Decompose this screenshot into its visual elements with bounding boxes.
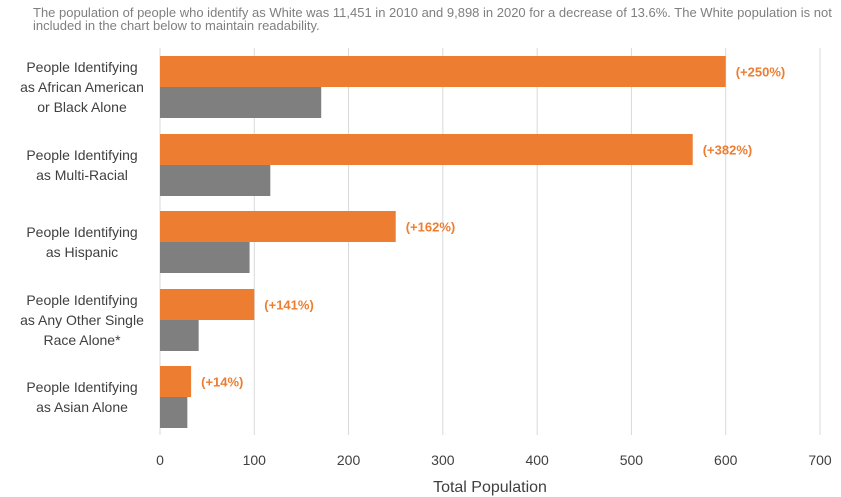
category-label: People Identifying as Any Other Single Rac… xyxy=(20,292,144,348)
x-tick-label: 100 xyxy=(243,452,267,468)
x-tick-label: 0 xyxy=(156,452,164,468)
category-label: People Identifying as African American or … xyxy=(20,59,144,115)
bar-2020 xyxy=(160,56,726,87)
category-label-line: People Identifying xyxy=(26,292,137,308)
category-label-line: Race Alone* xyxy=(43,332,121,348)
bar-2010 xyxy=(160,397,188,428)
category-label: People Identifying as Multi-Racial xyxy=(26,147,137,183)
chart-note: The population of people who identify as… xyxy=(33,5,832,33)
bar-2020 xyxy=(160,134,693,165)
x-axis-title: Total Population xyxy=(433,479,547,496)
x-tick-label: 500 xyxy=(620,452,644,468)
bar-2020 xyxy=(160,366,192,397)
data-label: (+162%) xyxy=(406,220,456,235)
category-label-line: People Identifying xyxy=(26,59,137,75)
category-label: People Identifying as Asian Alone xyxy=(26,379,137,415)
bar-2010 xyxy=(160,165,271,196)
x-tick-label: 600 xyxy=(714,452,738,468)
data-label: (+14%) xyxy=(201,375,243,390)
x-tick-label: 200 xyxy=(337,452,361,468)
category-label-line: or Black Alone xyxy=(37,99,127,115)
bar-2010 xyxy=(160,320,199,351)
bar-2010 xyxy=(160,242,250,273)
category-label: People Identifying as Hispanic xyxy=(26,224,137,260)
data-label: (+141%) xyxy=(264,298,314,313)
data-label: (+250%) xyxy=(736,65,786,80)
bar-2010 xyxy=(160,87,322,118)
category-label-line: People Identifying xyxy=(26,224,137,240)
category-label-line: as African American xyxy=(20,79,144,95)
category-label-line: People Identifying xyxy=(26,147,137,163)
x-tick-label: 300 xyxy=(431,452,455,468)
category-label-line: People Identifying xyxy=(26,379,137,395)
data-label: (+382%) xyxy=(703,143,753,158)
category-label-line: as Multi-Racial xyxy=(36,167,128,183)
x-tick-label: 400 xyxy=(525,452,549,468)
category-label-line: as Hispanic xyxy=(46,244,118,260)
category-label-line: as Any Other Single xyxy=(20,312,144,328)
x-tick-label: 700 xyxy=(808,452,832,468)
bar-2020 xyxy=(160,289,255,320)
category-label-line: as Asian Alone xyxy=(36,399,128,415)
bar-2020 xyxy=(160,211,396,242)
